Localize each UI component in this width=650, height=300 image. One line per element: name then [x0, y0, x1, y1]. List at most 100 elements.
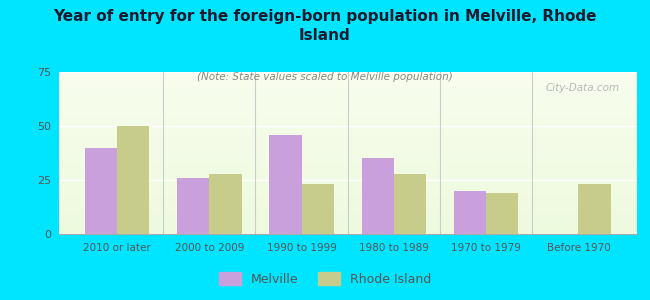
- Bar: [58, 211, 637, 212]
- Bar: [58, 133, 637, 134]
- Bar: [58, 125, 637, 126]
- Bar: [58, 139, 637, 140]
- Bar: [58, 96, 637, 97]
- Bar: [58, 77, 637, 78]
- Bar: [58, 111, 637, 112]
- Bar: [58, 160, 637, 161]
- Bar: [58, 131, 637, 132]
- Bar: [58, 116, 637, 117]
- Bar: [58, 217, 637, 218]
- Bar: [58, 145, 637, 146]
- Bar: [58, 150, 637, 151]
- Bar: [58, 138, 637, 139]
- Bar: [58, 158, 637, 159]
- Bar: [58, 110, 637, 111]
- Bar: [58, 128, 637, 129]
- Bar: [58, 174, 637, 175]
- Bar: [209, 173, 242, 234]
- Bar: [58, 127, 637, 128]
- Bar: [269, 135, 302, 234]
- Bar: [58, 206, 637, 207]
- Bar: [58, 230, 637, 231]
- Bar: [58, 147, 637, 148]
- Bar: [58, 181, 637, 182]
- Bar: [58, 231, 637, 232]
- Bar: [58, 233, 637, 234]
- Bar: [58, 228, 637, 229]
- Bar: [58, 172, 637, 173]
- Bar: [58, 113, 637, 114]
- Bar: [578, 184, 611, 234]
- Bar: [58, 212, 637, 213]
- Bar: [58, 156, 637, 157]
- Bar: [58, 80, 637, 81]
- Bar: [58, 97, 637, 98]
- Bar: [58, 199, 637, 200]
- Bar: [58, 82, 637, 83]
- Bar: [58, 92, 637, 93]
- Bar: [58, 94, 637, 95]
- Bar: [58, 216, 637, 217]
- Bar: [58, 224, 637, 225]
- Bar: [58, 164, 637, 165]
- Bar: [58, 186, 637, 187]
- Bar: [58, 176, 637, 177]
- Bar: [58, 208, 637, 209]
- Legend: Melville, Rhode Island: Melville, Rhode Island: [214, 267, 436, 291]
- Bar: [58, 104, 637, 105]
- Bar: [58, 184, 637, 185]
- Bar: [58, 137, 637, 138]
- Bar: [58, 140, 637, 141]
- Bar: [58, 177, 637, 178]
- Bar: [58, 134, 637, 135]
- Bar: [58, 214, 637, 215]
- Bar: [58, 154, 637, 155]
- Bar: [58, 178, 637, 179]
- Bar: [58, 79, 637, 80]
- Bar: [58, 112, 637, 113]
- Bar: [58, 194, 637, 195]
- Bar: [58, 226, 637, 227]
- Bar: [58, 227, 637, 228]
- Bar: [58, 187, 637, 188]
- Bar: [58, 126, 637, 127]
- Bar: [58, 106, 637, 107]
- Bar: [58, 175, 637, 176]
- Bar: [58, 180, 637, 181]
- Bar: [58, 98, 637, 99]
- Bar: [58, 171, 637, 172]
- Bar: [58, 84, 637, 85]
- Bar: [58, 78, 637, 79]
- Bar: [58, 102, 637, 103]
- Bar: [58, 136, 637, 137]
- Bar: [58, 182, 637, 183]
- Bar: [58, 202, 637, 203]
- Bar: [58, 93, 637, 94]
- Bar: [58, 75, 637, 76]
- Bar: [58, 193, 637, 194]
- Bar: [58, 81, 637, 82]
- Bar: [58, 107, 637, 108]
- Bar: [58, 162, 637, 163]
- Bar: [58, 210, 637, 211]
- Bar: [58, 141, 637, 142]
- Bar: [58, 149, 637, 150]
- Bar: [58, 222, 637, 223]
- Bar: [58, 173, 637, 174]
- Bar: [58, 163, 637, 164]
- Bar: [302, 184, 334, 234]
- Bar: [58, 221, 637, 222]
- Bar: [58, 166, 637, 167]
- Bar: [58, 132, 637, 133]
- Bar: [58, 129, 637, 130]
- Text: City-Data.com: City-Data.com: [545, 83, 619, 93]
- Bar: [58, 188, 637, 189]
- Bar: [58, 153, 637, 154]
- Bar: [58, 189, 637, 190]
- Bar: [58, 225, 637, 226]
- Bar: [58, 76, 637, 77]
- Bar: [58, 204, 637, 205]
- Bar: [58, 74, 637, 75]
- Bar: [58, 85, 637, 86]
- Bar: [58, 179, 637, 180]
